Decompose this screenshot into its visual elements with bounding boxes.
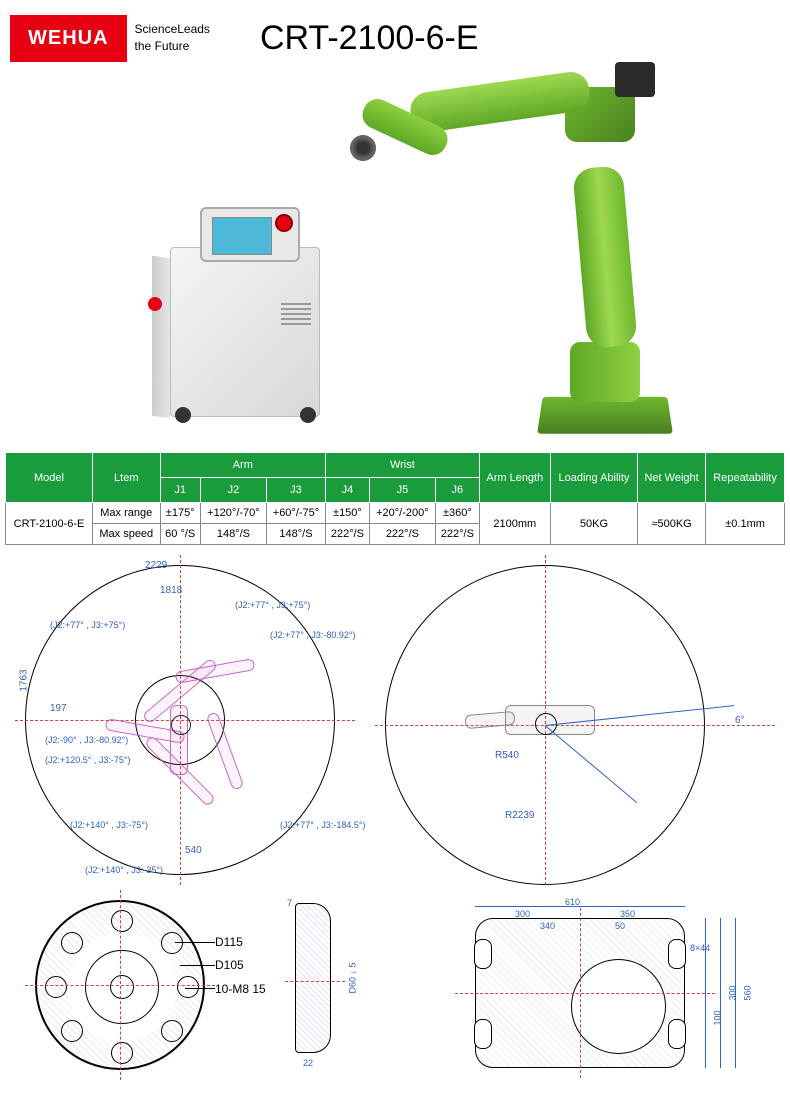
controller-cabinet xyxy=(170,207,330,417)
flange-side-22: 22 xyxy=(303,1058,313,1068)
bp-300: 300 xyxy=(515,909,530,919)
td-range-j5: +20°/-200° xyxy=(369,503,435,524)
td-speed-j6: 222°/S xyxy=(435,524,479,545)
bp-350: 350 xyxy=(620,909,635,919)
dim-r2239: R2239 xyxy=(505,810,534,821)
note-n6: (J2:+140° , J3:-75°) xyxy=(70,820,148,830)
td-speed-j1: 60 °/S xyxy=(160,524,200,545)
flange-d105: D105 xyxy=(215,958,244,972)
dim-540: 540 xyxy=(185,845,202,856)
td-range-j3: +60°/-75° xyxy=(266,503,325,524)
th-ltem: Ltem xyxy=(92,453,160,503)
spec-table: Model Ltem Arm Wrist Arm Length Loading … xyxy=(5,452,785,545)
th-wrist: Wrist xyxy=(326,453,480,478)
td-speed-j3: 148°/S xyxy=(266,524,325,545)
th-j4: J4 xyxy=(326,478,370,503)
note-n8: (J2:+77° , J3:-184.5°) xyxy=(280,820,366,830)
note-n2: (J2:+77° , J3:-80.92°) xyxy=(270,630,356,640)
technical-diagrams: 2229 1818 1763 197 540 (J2:+77° , J3:+75… xyxy=(5,555,785,1085)
tagline: ScienceLeads the Future xyxy=(135,15,210,55)
bp-h560: 560 xyxy=(743,985,753,1000)
estop-icon xyxy=(275,214,293,232)
robot-arm xyxy=(340,27,720,447)
bp-610: 610 xyxy=(565,897,580,907)
dim-1818: 1818 xyxy=(160,585,182,596)
flange-d115: D115 xyxy=(215,935,243,949)
th-j2: J2 xyxy=(200,478,266,503)
bp-340: 340 xyxy=(540,921,555,931)
th-arm: Arm xyxy=(160,453,325,478)
product-render-area xyxy=(0,77,790,447)
brand-badge: WEHUA xyxy=(10,15,127,62)
th-j1: J1 xyxy=(160,478,200,503)
th-j5: J5 xyxy=(369,478,435,503)
td-range-j2: +120°/-70° xyxy=(200,503,266,524)
detail-diagrams: D115 D105 10-M8 15 7 22 D60 ↓ 5 xyxy=(5,895,785,1085)
td-arm-length: 2100mm xyxy=(479,503,550,545)
td-repeat: ±0.1mm xyxy=(706,503,785,545)
bp-slot: 8×44 xyxy=(690,943,710,953)
dim-197: 197 xyxy=(50,703,67,714)
th-weight: Net Weight xyxy=(638,453,706,503)
dim-r540: R540 xyxy=(495,750,519,761)
dim-1763: 1763 xyxy=(19,669,30,691)
td-speed-j5: 222°/S xyxy=(369,524,435,545)
td-speed-j2: 148°/S xyxy=(200,524,266,545)
td-range-label: Max range xyxy=(92,503,160,524)
bp-h300: 300 xyxy=(728,985,738,1000)
note-n7: (J2:+140° , J3:-35°) xyxy=(85,865,163,875)
th-model: Model xyxy=(6,453,93,503)
dim-6deg: 6° xyxy=(735,715,745,726)
teach-pendant xyxy=(200,207,300,262)
td-loading: 50KG xyxy=(550,503,637,545)
th-arm-length: Arm Length xyxy=(479,453,550,503)
th-loading: Loading Ability xyxy=(550,453,637,503)
flange-side-7: 7 xyxy=(287,898,292,908)
working-envelope-diagram: 2229 1818 1763 197 540 (J2:+77° , J3:+75… xyxy=(15,555,775,885)
td-range-j6: ±360° xyxy=(435,503,479,524)
td-speed-j4: 222°/S xyxy=(326,524,370,545)
side-button-icon xyxy=(148,297,162,311)
note-n1: (J2:+77° , J3:+75°) xyxy=(235,600,310,610)
note-n4: (J2:-90° , J3:-80.92°) xyxy=(45,735,128,745)
tagline-line2: the Future xyxy=(135,38,210,55)
flange-front-view: D115 D105 10-M8 15 xyxy=(35,900,205,1070)
tagline-line1: ScienceLeads xyxy=(135,21,210,38)
note-n3: (J2:+77° , J3:+75°) xyxy=(50,620,125,630)
flange-side-view: 7 22 D60 ↓ 5 xyxy=(295,903,355,1068)
pendant-screen-icon xyxy=(212,217,272,255)
bp-50: 50 xyxy=(615,921,625,931)
flange-bolts: 10-M8 15 xyxy=(215,982,266,996)
note-n5: (J2:+120.5° , J3:-75°) xyxy=(45,755,131,765)
baseplate-view: 610 300 350 340 50 100 300 560 8×44 xyxy=(435,903,765,1083)
td-speed-label: Max speed xyxy=(92,524,160,545)
bp-h100: 100 xyxy=(713,1010,723,1025)
dim-2229: 2229 xyxy=(145,560,167,571)
td-range-j1: ±175° xyxy=(160,503,200,524)
end-effector-icon xyxy=(350,135,376,161)
flange-side-d60: D60 ↓ 5 xyxy=(348,962,358,993)
td-model: CRT-2100-6-E xyxy=(6,503,93,545)
td-weight: ≈500KG xyxy=(638,503,706,545)
th-repeat: Repeatability xyxy=(706,453,785,503)
th-j6: J6 xyxy=(435,478,479,503)
th-j3: J3 xyxy=(266,478,325,503)
td-range-j4: ±150° xyxy=(326,503,370,524)
